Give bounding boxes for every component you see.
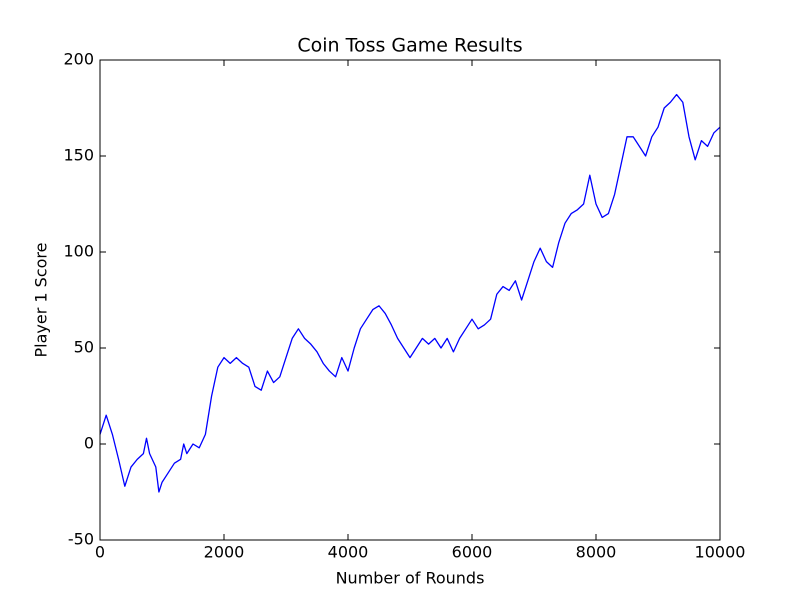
x-tick-label: 4000 — [328, 543, 369, 562]
x-tick-label: 8000 — [576, 543, 617, 562]
x-tick-label: 0 — [95, 543, 105, 562]
data-line — [99, 93, 721, 493]
x-axis-label: Number of Rounds — [336, 569, 485, 588]
x-tick-label: 6000 — [452, 543, 493, 562]
chart-title: Coin Toss Game Results — [297, 35, 522, 57]
x-tick-label: 2000 — [204, 543, 245, 562]
x-tick-label: 10000 — [695, 543, 746, 562]
y-tick-label: 50 — [74, 338, 94, 357]
y-tick-label: 200 — [63, 50, 94, 69]
plot-area — [99, 93, 721, 493]
plot-frame — [99, 59, 721, 541]
y-axis-label: Player 1 Score — [32, 243, 51, 358]
y-tick-label: 100 — [63, 242, 94, 261]
y-tick-label: 0 — [84, 434, 94, 453]
y-tick-label: 150 — [63, 146, 94, 165]
y-tick-label: -50 — [68, 530, 94, 549]
